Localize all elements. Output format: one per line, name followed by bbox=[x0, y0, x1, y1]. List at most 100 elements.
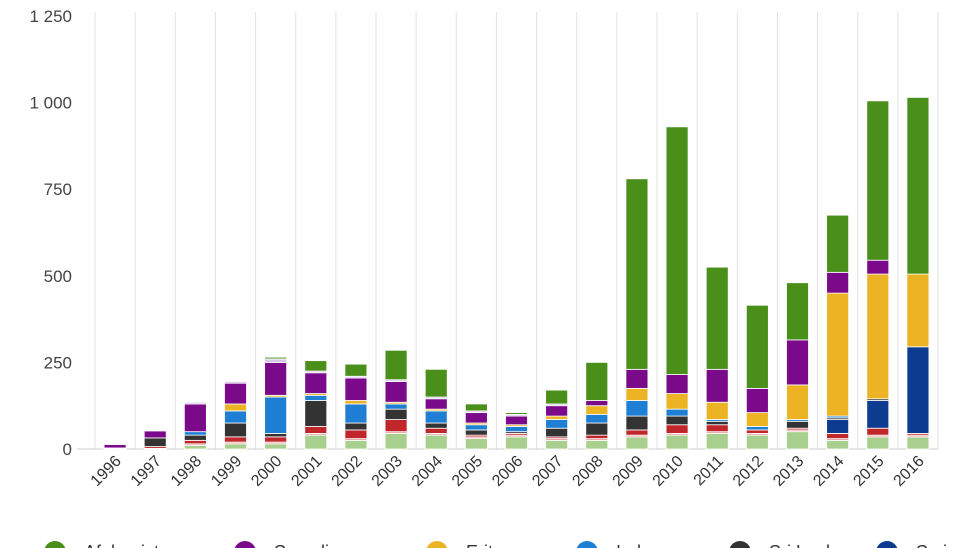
bar-segment[interactable] bbox=[264, 358, 288, 363]
bar-segment[interactable] bbox=[786, 384, 809, 420]
bar-stack-2012[interactable] bbox=[745, 304, 769, 450]
bar-segment[interactable] bbox=[705, 368, 729, 403]
bar-segment[interactable] bbox=[665, 126, 689, 375]
bar-segment[interactable] bbox=[665, 374, 689, 394]
bar-segment[interactable] bbox=[786, 420, 809, 429]
bar-segment[interactable] bbox=[384, 403, 408, 410]
bar-segment[interactable] bbox=[424, 410, 448, 424]
bar-segment[interactable] bbox=[625, 436, 649, 450]
bar-segment[interactable] bbox=[464, 424, 488, 431]
bar-stack-1996[interactable] bbox=[103, 443, 127, 450]
bar-segment[interactable] bbox=[826, 292, 850, 417]
bar-segment[interactable] bbox=[625, 415, 649, 431]
bar-stack-2004[interactable] bbox=[424, 368, 448, 450]
bar-segment[interactable] bbox=[304, 360, 328, 372]
bar-stack-2007[interactable] bbox=[545, 389, 569, 450]
bar-segment[interactable] bbox=[786, 339, 809, 386]
bar-segment[interactable] bbox=[344, 439, 368, 450]
bar-segment[interactable] bbox=[705, 424, 729, 433]
bar-segment[interactable] bbox=[585, 439, 609, 450]
bar-segment[interactable] bbox=[665, 393, 689, 410]
bar-segment[interactable] bbox=[344, 377, 368, 401]
bar-segment[interactable] bbox=[183, 439, 207, 445]
legend-item-syria[interactable]: Syria bbox=[876, 541, 958, 548]
bar-segment[interactable] bbox=[304, 394, 328, 401]
legend-item-afghanistan[interactable]: Afghanistan bbox=[44, 541, 179, 548]
bar-segment[interactable] bbox=[464, 403, 488, 412]
bar-segment[interactable] bbox=[424, 368, 448, 398]
bar-segment[interactable] bbox=[424, 398, 448, 410]
bar-segment[interactable] bbox=[786, 282, 809, 341]
legend-item-eritrea[interactable]: Eritrea bbox=[426, 541, 520, 548]
bar-segment[interactable] bbox=[264, 356, 288, 360]
bar-segment[interactable] bbox=[224, 403, 247, 412]
bar-segment[interactable] bbox=[906, 273, 930, 348]
bar-stack-1997[interactable] bbox=[143, 430, 167, 450]
bar-segment[interactable] bbox=[906, 436, 930, 450]
bar-segment[interactable] bbox=[103, 443, 127, 445]
bar-segment[interactable] bbox=[103, 444, 127, 449]
bar-segment[interactable] bbox=[304, 372, 328, 394]
legend-item-sri-lanka[interactable]: Sri Lanka bbox=[729, 541, 846, 548]
bar-stack-2011[interactable] bbox=[705, 266, 729, 450]
bar-segment[interactable] bbox=[264, 396, 288, 434]
bar-segment[interactable] bbox=[745, 426, 769, 431]
bar-segment[interactable] bbox=[866, 400, 890, 429]
bar-segment[interactable] bbox=[625, 400, 649, 417]
bar-segment[interactable] bbox=[183, 434, 207, 441]
bar-segment[interactable] bbox=[304, 434, 328, 450]
bar-segment[interactable] bbox=[264, 361, 288, 396]
bar-segment[interactable] bbox=[224, 382, 247, 405]
bar-segment[interactable] bbox=[866, 436, 890, 450]
bar-stack-2008[interactable] bbox=[585, 361, 609, 450]
bar-segment[interactable] bbox=[183, 401, 207, 405]
bar-segment[interactable] bbox=[625, 178, 649, 370]
bar-segment[interactable] bbox=[866, 259, 890, 275]
bar-segment[interactable] bbox=[665, 424, 689, 434]
bar-segment[interactable] bbox=[505, 436, 528, 450]
bar-segment[interactable] bbox=[585, 405, 609, 415]
bar-segment[interactable] bbox=[625, 429, 649, 436]
bar-segment[interactable] bbox=[384, 349, 408, 381]
bar-stack-2016[interactable] bbox=[906, 97, 930, 450]
bar-segment[interactable] bbox=[625, 387, 649, 401]
bar-segment[interactable] bbox=[545, 439, 569, 450]
bar-stack-2001[interactable] bbox=[304, 360, 328, 450]
bar-segment[interactable] bbox=[625, 368, 649, 389]
bar-stack-1999[interactable] bbox=[224, 381, 247, 450]
bar-segment[interactable] bbox=[866, 100, 890, 261]
bar-segment[interactable] bbox=[585, 413, 609, 424]
bar-segment[interactable] bbox=[264, 436, 288, 443]
bar-segment[interactable] bbox=[665, 408, 689, 417]
bar-segment[interactable] bbox=[224, 381, 247, 384]
bar-segment[interactable] bbox=[183, 445, 207, 450]
bar-segment[interactable] bbox=[344, 429, 368, 440]
bar-segment[interactable] bbox=[545, 405, 569, 417]
bar-stack-2000[interactable] bbox=[264, 356, 288, 450]
bar-segment[interactable] bbox=[545, 427, 569, 438]
bar-segment[interactable] bbox=[826, 433, 850, 440]
bar-segment[interactable] bbox=[304, 400, 328, 427]
bar-segment[interactable] bbox=[745, 429, 769, 434]
bar-stack-1998[interactable] bbox=[183, 401, 207, 450]
legend-item-somalia[interactable]: Somalia bbox=[234, 541, 340, 548]
bar-segment[interactable] bbox=[826, 419, 850, 434]
bar-segment[interactable] bbox=[705, 266, 729, 370]
bar-stack-2014[interactable] bbox=[826, 214, 850, 450]
bar-segment[interactable] bbox=[705, 433, 729, 450]
bar-segment[interactable] bbox=[906, 97, 930, 275]
bar-segment[interactable] bbox=[826, 439, 850, 450]
bar-segment[interactable] bbox=[585, 400, 609, 407]
bar-segment[interactable] bbox=[424, 427, 448, 434]
bar-segment[interactable] bbox=[866, 273, 890, 400]
bar-segment[interactable] bbox=[424, 434, 448, 450]
bar-segment[interactable] bbox=[545, 419, 569, 429]
bar-segment[interactable] bbox=[665, 434, 689, 450]
bar-segment[interactable] bbox=[866, 427, 890, 436]
bar-segment[interactable] bbox=[224, 410, 247, 424]
bar-segment[interactable] bbox=[143, 430, 167, 439]
bar-segment[interactable] bbox=[224, 436, 247, 443]
bar-stack-2009[interactable] bbox=[625, 178, 649, 450]
bar-stack-2015[interactable] bbox=[866, 100, 890, 450]
bar-segment[interactable] bbox=[264, 443, 288, 450]
